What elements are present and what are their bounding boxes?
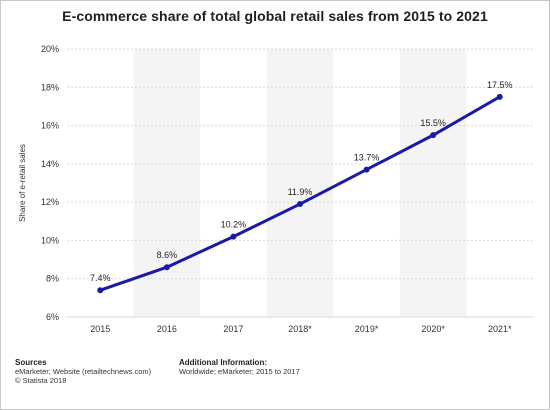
data-point bbox=[363, 166, 370, 173]
data-point bbox=[230, 233, 237, 240]
y-tick-label: 14% bbox=[41, 159, 59, 169]
x-tick-label: 2017 bbox=[223, 324, 243, 334]
y-tick-label: 16% bbox=[41, 121, 59, 131]
y-tick-label: 10% bbox=[41, 235, 59, 245]
data-label: 10.2% bbox=[221, 220, 247, 230]
sources-title: Sources bbox=[15, 358, 47, 367]
line-chart: 6% 8% 10% 12% 14% 16% 18% 20% 2015 2016 2017 2018* 2… bbox=[18, 44, 533, 334]
y-tick-label: 20% bbox=[41, 44, 59, 54]
x-tick-label: 2021* bbox=[488, 324, 512, 334]
additional-info-block: Additional Information: Worldwide; eMark… bbox=[179, 358, 300, 376]
data-point bbox=[430, 132, 437, 139]
additional-info-title: Additional Information: bbox=[179, 358, 267, 367]
data-label: 8.6% bbox=[157, 250, 178, 260]
sources-block: Sources eMarketer; Website (retailtechne… bbox=[15, 358, 151, 385]
data-label: 15.5% bbox=[420, 118, 446, 128]
data-point bbox=[496, 93, 503, 100]
x-tick-label: 2019* bbox=[355, 324, 379, 334]
x-tick-label: 2016 bbox=[157, 324, 177, 334]
background-band bbox=[133, 49, 201, 317]
y-axis-title: Share of e-retail sales bbox=[18, 144, 27, 222]
additional-info-line: Worldwide; eMarketer; 2015 to 2017 bbox=[179, 367, 300, 376]
data-point bbox=[297, 201, 303, 208]
data-label: 13.7% bbox=[354, 153, 380, 163]
y-tick-label: 18% bbox=[41, 82, 59, 92]
sources-line: eMarketer; Website (retailtechnews.com) bbox=[15, 367, 152, 376]
background-band bbox=[399, 49, 467, 317]
chart-title: E-commerce share of total global retail … bbox=[62, 8, 488, 24]
y-tick-label: 12% bbox=[41, 197, 59, 207]
data-label: 7.4% bbox=[90, 273, 111, 283]
x-tick-label: 2015 bbox=[90, 324, 110, 334]
data-label: 17.5% bbox=[487, 80, 513, 90]
data-point bbox=[97, 287, 104, 294]
x-tick-label: 2018* bbox=[288, 324, 312, 334]
background-band bbox=[266, 49, 334, 317]
y-tick-label: 8% bbox=[46, 274, 59, 284]
data-point bbox=[163, 264, 170, 271]
data-label: 11.9% bbox=[288, 187, 313, 197]
y-tick-label: 6% bbox=[46, 312, 59, 322]
sources-line: © Statista 2018 bbox=[15, 376, 67, 385]
x-tick-label: 2020* bbox=[421, 324, 445, 334]
